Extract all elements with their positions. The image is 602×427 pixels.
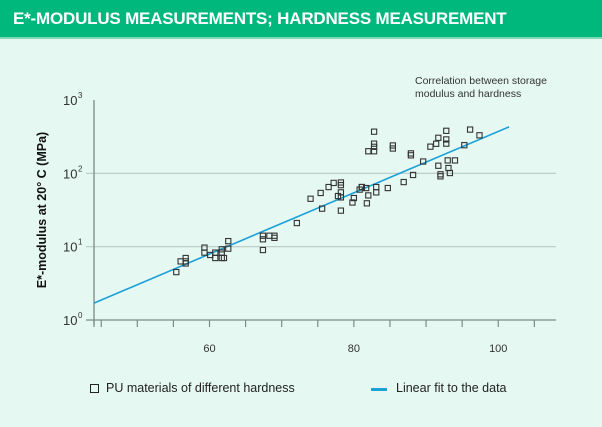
data-point — [266, 232, 273, 239]
data-point — [373, 189, 380, 196]
data-point — [409, 171, 417, 179]
data-point — [407, 150, 415, 157]
data-point — [330, 179, 337, 187]
data-point — [201, 249, 208, 256]
legend-line-marker-icon — [371, 388, 387, 391]
x-axis-ticks — [93, 320, 535, 327]
data-point — [365, 192, 372, 199]
data-point — [451, 157, 459, 164]
data-point — [212, 254, 219, 262]
data-point — [443, 140, 450, 147]
data-point — [182, 260, 189, 267]
fit-line — [93, 126, 510, 304]
y-tick-label: 10 — [63, 166, 77, 181]
data-point — [433, 140, 440, 147]
data-point — [476, 132, 483, 139]
header-divider — [0, 37, 602, 39]
y-tick-label: 10 — [63, 313, 77, 328]
data-point — [337, 207, 345, 214]
chart-annotation: Correlation between storage modulus and … — [415, 75, 595, 101]
data-point — [370, 128, 378, 135]
data-point — [349, 199, 356, 206]
y-axis-label: E*-modulus at 20° C (MPa) — [35, 131, 49, 289]
data-point — [466, 126, 474, 133]
header-bar: E*-MODULUS MEASUREMENTS; HARDNESS MEASUR… — [0, 0, 602, 37]
data-point — [293, 219, 300, 227]
x-tick-label: 80 — [348, 343, 360, 355]
data-point — [337, 179, 345, 186]
legend-label-points: PU materials of different hardness — [106, 381, 295, 395]
annotation-line-1: Correlation between storage — [415, 75, 547, 87]
data-point — [437, 173, 444, 180]
data-point — [370, 148, 378, 155]
data-point — [370, 143, 378, 150]
data-point — [435, 162, 442, 169]
data-point — [220, 254, 228, 262]
data-point — [362, 184, 370, 192]
data-point — [317, 189, 324, 197]
y-tick-label-exponent: 3 — [78, 91, 83, 100]
data-point — [307, 195, 314, 202]
annotation-line-2: modulus and hardness — [415, 88, 522, 100]
data-point — [218, 246, 225, 253]
data-point — [461, 142, 468, 149]
data-point — [443, 127, 450, 134]
grid-lines — [86, 172, 556, 248]
data-point — [435, 134, 442, 141]
data-point — [271, 234, 278, 241]
data-point — [407, 152, 415, 159]
data-point — [177, 258, 184, 265]
fit-line-group — [93, 126, 510, 304]
data-point — [373, 183, 380, 191]
x-tick-labels: 60 80 100 — [203, 343, 507, 355]
legend-label-fit: Linear fit to the data — [396, 381, 507, 395]
data-point — [400, 178, 407, 186]
data-point — [182, 254, 189, 262]
data-point — [358, 183, 365, 191]
data-point — [259, 246, 267, 254]
data-point — [225, 245, 232, 252]
data-point — [350, 194, 358, 202]
y-tick-label-exponent: 2 — [78, 164, 83, 173]
data-point — [445, 164, 452, 172]
data-point — [365, 148, 372, 155]
y-tick-label-exponent: 0 — [78, 311, 83, 320]
data-point — [444, 157, 451, 164]
y-tick-label: 10 — [63, 240, 77, 255]
data-point — [225, 237, 232, 245]
x-tick-label: 60 — [203, 343, 215, 355]
y-tick-label: 10 — [63, 93, 77, 108]
data-point — [218, 249, 225, 256]
data-point — [420, 158, 427, 165]
data-point — [427, 143, 434, 150]
data-point — [437, 171, 444, 178]
data-point — [370, 140, 378, 147]
page-title: E*-MODULUS MEASUREMENTS; HARDNESS MEASUR… — [13, 9, 507, 28]
legend-square-marker-icon — [90, 384, 99, 393]
data-point — [318, 205, 326, 212]
y-tick-label-exponent: 1 — [78, 238, 83, 247]
data-point — [389, 142, 397, 149]
data-point — [443, 136, 450, 143]
data-point — [259, 232, 267, 239]
data-point — [363, 200, 371, 207]
data-points — [173, 126, 483, 276]
data-point — [384, 184, 391, 192]
data-point — [334, 192, 342, 200]
data-point — [173, 268, 180, 276]
data-point — [259, 236, 267, 243]
axes — [86, 100, 556, 325]
x-tick-label: 100 — [489, 343, 507, 355]
data-point — [325, 183, 332, 191]
